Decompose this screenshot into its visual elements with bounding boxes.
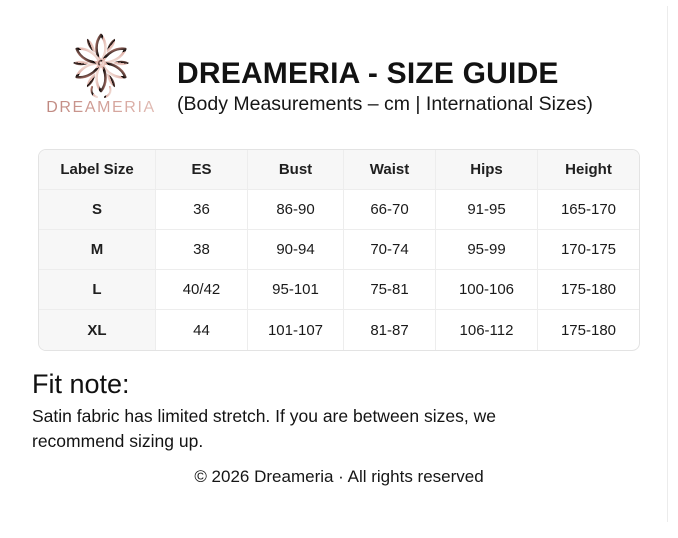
cell-waist: 75-81 [344,270,436,310]
cell-es: 36 [156,190,248,230]
size-label: XL [39,310,156,350]
cell-waist: 70-74 [344,230,436,270]
cell-height: 175-180 [538,270,639,310]
size-label: M [39,230,156,270]
column-header-es: ES [156,150,248,190]
cell-waist: 66-70 [344,190,436,230]
column-header-waist: Waist [344,150,436,190]
brand-logo: DREAMERIA [40,32,162,117]
canvas-edge-line [667,6,668,522]
cell-height: 165-170 [538,190,639,230]
cell-bust: 101-107 [248,310,344,350]
page-subtitle: (Body Measurements – cm | International … [177,93,593,115]
cell-bust: 95-101 [248,270,344,310]
cell-hips: 95-99 [436,230,538,270]
table-row-m: M 38 90-94 70-74 95-99 170-175 [39,230,639,270]
cell-hips: 106-112 [436,310,538,350]
fit-note-heading: Fit note: [32,369,130,399]
column-header-label-size: Label Size [39,150,156,190]
size-label: L [39,270,156,310]
table-row-s: S 36 86-90 66-70 91-95 165-170 [39,190,639,230]
cell-height: 175-180 [560,321,617,339]
fit-note-section: Fit note: Satin fabric has limited stret… [32,368,592,454]
cell-bust: 90-94 [248,230,344,270]
column-header-bust: Bust [248,150,344,190]
cell-height: 170-175 [538,230,639,270]
brand-logo-text: DREAMERIA [40,99,162,117]
header-title-block: DREAMERIA - SIZE GUIDE (Body Measurement… [177,56,593,117]
table-row-xl: XL 44 101-107 81-87 106-112 175-180 [39,310,639,350]
fit-note-body: Satin fabric has limited stretch. If you… [32,406,496,451]
cell-hips: 91-95 [436,190,538,230]
cell-es: 40/42 [156,270,248,310]
size-table: Label Size ES Bust Waist Hips Height S 3… [38,149,640,351]
table-row-l: L 40/42 95-101 75-81 100-106 175-180 [39,270,639,310]
copyright-footer: © 2026 Dreameria · All rights reserved [194,467,484,486]
cell-es: 38 [156,230,248,270]
column-header-hips: Hips [436,150,538,190]
cell-hips: 100-106 [436,270,538,310]
page-title: DREAMERIA - SIZE GUIDE [177,57,559,90]
column-header-height: Height [538,150,639,190]
size-label: S [39,190,156,230]
cell-waist: 81-87 [344,310,436,350]
flower-icon [73,33,129,98]
table-header-row: Label Size ES Bust Waist Hips Height [39,150,639,190]
cell-bust: 86-90 [248,190,344,230]
cell-es: 44 [156,310,248,350]
